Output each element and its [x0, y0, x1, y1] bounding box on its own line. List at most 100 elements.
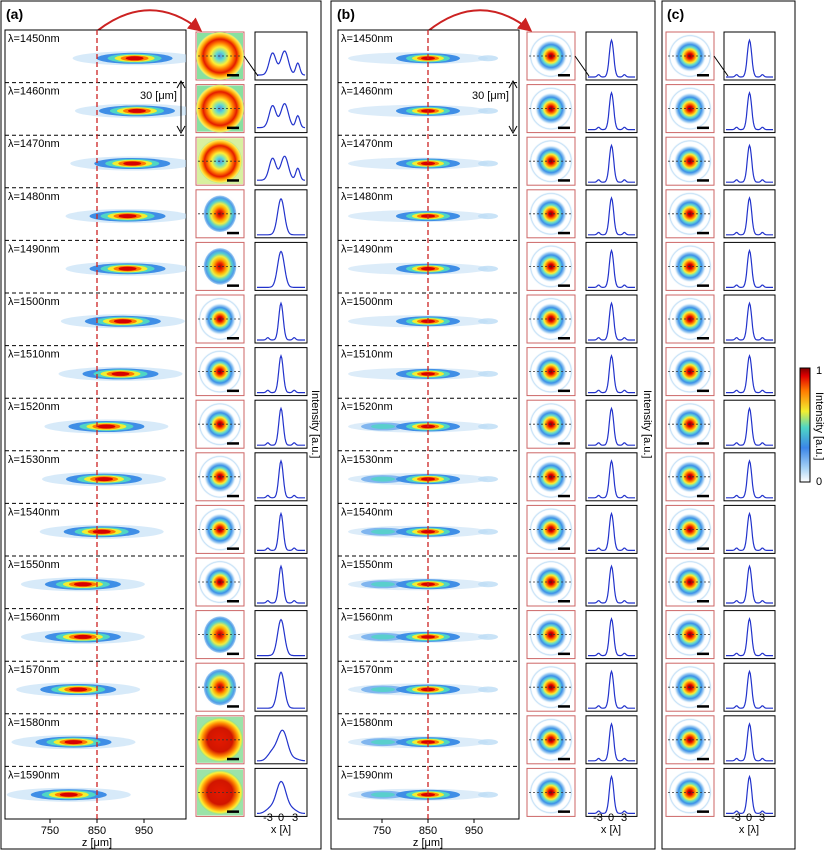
wavelength-label-b-9: λ=1540nm — [341, 506, 393, 518]
intensity-label-a: Intensity [a.u.] — [309, 390, 321, 458]
profile-curve — [588, 38, 635, 78]
spot-b-13 — [526, 715, 576, 765]
panel-label-a: (a) — [6, 6, 23, 22]
spot-a-5 — [195, 294, 245, 344]
row-11: λ=1560nm λ=1560nm — [5, 608, 776, 660]
wavelength-label-b-1: λ=1460nm — [341, 86, 393, 98]
spot-b-4 — [526, 241, 576, 291]
profile-curve — [588, 353, 635, 394]
beam-a-2 — [70, 156, 186, 171]
spot-b-5 — [526, 294, 576, 344]
spot-b-1 — [526, 84, 576, 134]
profile-curve — [726, 564, 773, 604]
profile-curve — [257, 155, 306, 181]
profile-curve — [257, 353, 305, 394]
focus-arrow-a — [96, 9, 203, 32]
profile-curve — [726, 301, 773, 341]
profile-b-10 — [585, 557, 638, 607]
profile-c-6 — [723, 347, 776, 397]
row-3: λ=1480nm λ=1480nm — [5, 187, 776, 239]
profile-curve — [726, 511, 773, 552]
row-10: λ=1550nm λ=1550nm — [5, 555, 776, 607]
beam-a-0 — [72, 51, 186, 66]
profile-curve — [588, 774, 635, 815]
row-1: λ=1460nm λ=1460nm — [5, 82, 776, 134]
spot-a-8 — [195, 452, 245, 502]
beam-a-10 — [20, 577, 145, 592]
profile-axis-c: -3 0 3 x [λ] — [731, 812, 765, 836]
spot-c-11 — [665, 610, 715, 660]
beam-a-9 — [39, 524, 164, 539]
profile-curve — [257, 406, 305, 446]
spot-a-0 — [195, 31, 245, 81]
spot-b-8 — [526, 452, 576, 502]
row-8: λ=1530nm λ=1530nm — [5, 450, 776, 502]
profile-c-1 — [723, 84, 776, 134]
scale-bar-b: 30 [μm] — [472, 79, 518, 135]
profile-a-12 — [254, 662, 308, 712]
profile-b-8 — [585, 452, 638, 502]
wavelength-label-b-6: λ=1510nm — [341, 349, 393, 361]
spot-a-14 — [195, 767, 245, 817]
x-axis-a: 750 850 950 z [μm] — [41, 819, 153, 849]
scale-bar-label-b: 30 [μm] — [472, 90, 509, 102]
profile-curve — [588, 248, 635, 289]
connector-a — [243, 55, 259, 77]
profile-b-0 — [585, 31, 638, 81]
beam-a-5 — [60, 314, 185, 329]
wavelength-label-b-3: λ=1480nm — [341, 191, 393, 203]
profile-b-11 — [585, 610, 638, 660]
spot-b-7 — [526, 399, 576, 449]
x-tick-b-2: 950 — [465, 825, 483, 837]
x-tick-a-2: 950 — [135, 825, 153, 837]
spot-a-3 — [195, 189, 245, 239]
beam-b-11 — [348, 630, 498, 643]
spot-b-0 — [526, 31, 576, 81]
wavelength-label-a-8: λ=1530nm — [8, 454, 60, 466]
colorbar: 1 0 Intensity [a.u.] — [799, 365, 825, 488]
beam-a-13 — [11, 735, 136, 750]
profile-a-13 — [254, 715, 308, 765]
row-13: λ=1580nm λ=1580nm — [5, 713, 776, 765]
colorbar-max: 1 — [816, 365, 822, 377]
profile-c-10 — [723, 557, 776, 607]
profile-xlabel-c: x [λ] — [739, 824, 759, 836]
beam-b-6 — [348, 367, 498, 380]
panel-label-b: (b) — [337, 6, 355, 22]
profile-curve — [726, 248, 773, 289]
wavelength-label-b-11: λ=1560nm — [341, 612, 393, 624]
row-5: λ=1500nm λ=1500nm — [5, 292, 776, 344]
profile-c-12 — [723, 662, 776, 712]
beam-b-2 — [348, 157, 498, 170]
beam-a-8 — [42, 472, 167, 487]
spot-c-4 — [665, 241, 715, 291]
profile-curve — [588, 564, 635, 604]
profile-c-13 — [723, 715, 776, 765]
spot-a-10 — [195, 557, 245, 607]
spot-a-11 — [195, 610, 245, 660]
connector-b — [574, 55, 590, 77]
spot-b-10 — [526, 557, 576, 607]
profile-curve — [588, 722, 635, 762]
spot-a-13 — [195, 715, 245, 765]
profile-curve — [726, 722, 773, 762]
profile-tick-a-1: 0 — [278, 812, 284, 824]
profile-curve — [257, 564, 305, 604]
row-6: λ=1510nm λ=1510nm — [5, 345, 776, 397]
profile-tick-c-2: 3 — [759, 812, 765, 824]
profile-c-9 — [723, 504, 776, 554]
profile-a-9 — [254, 504, 308, 554]
profile-axis-a: -3 0 3 x [λ] — [263, 812, 298, 836]
profile-b-13 — [585, 715, 638, 765]
spot-c-1 — [665, 84, 715, 134]
profile-curve — [257, 103, 306, 129]
wavelength-label-b-2: λ=1470nm — [341, 138, 393, 150]
profile-curve — [588, 143, 635, 183]
profile-a-7 — [254, 399, 308, 449]
profile-curve — [588, 196, 635, 236]
profile-tick-c-0: -3 — [731, 812, 741, 824]
wavelength-label-a-9: λ=1540nm — [8, 506, 60, 518]
spot-c-10 — [665, 557, 715, 607]
spot-c-9 — [665, 504, 715, 554]
profile-curve — [588, 301, 635, 341]
